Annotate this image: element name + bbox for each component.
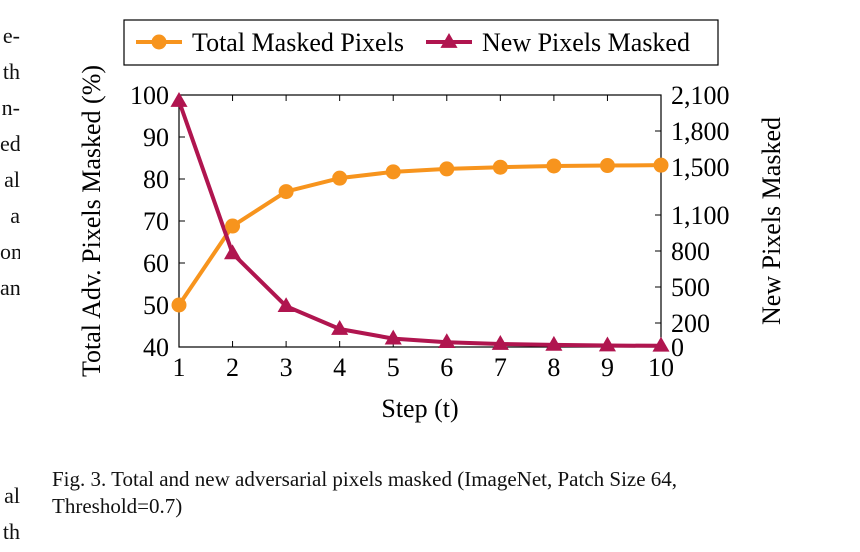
new-pixels-point	[545, 335, 563, 351]
legend-box	[123, 19, 719, 66]
y-tick-label: 100	[130, 81, 169, 110]
legend-marker-circle	[151, 34, 167, 50]
total-masked-point	[225, 218, 241, 234]
y-tick-label: 50	[143, 291, 169, 320]
legend: Total Masked Pixels New Pixels Masked	[123, 19, 719, 66]
new-pixels-point	[438, 333, 456, 349]
y2-tick-label: 500	[671, 273, 710, 302]
total-masked-point	[278, 184, 294, 200]
y2-tick-label: 0	[671, 333, 684, 362]
legend-marker-triangle	[440, 33, 458, 48]
new-pixels-point	[277, 297, 295, 313]
x-tick-label: 7	[494, 353, 507, 382]
margin-fragment-top-2: n-	[1, 95, 20, 120]
margin-fragment-bottom-1: th	[2, 519, 20, 544]
total-masked-point	[171, 297, 187, 313]
plot-frame	[178, 94, 662, 348]
x-tick-label: 6	[440, 353, 453, 382]
new-pixels-point	[384, 329, 402, 345]
legend-label-0: Total Masked Pixels	[192, 28, 404, 57]
total-masked-point	[599, 158, 615, 174]
margin-fragment-top-7: an	[0, 275, 20, 300]
x-tick-label: 4	[333, 353, 346, 382]
series-line-total-masked	[177, 163, 662, 307]
series-markers	[170, 92, 670, 352]
margin-fragment-top-1: th	[2, 59, 20, 84]
y2-axis-label: New Pixels Masked	[757, 117, 786, 325]
y-tick-label: 70	[143, 207, 169, 236]
new-pixels-point	[491, 335, 509, 350]
y-tick-label: 40	[143, 333, 169, 362]
plot-border	[178, 94, 662, 348]
x-axis-label: Step (t)	[381, 394, 458, 423]
figure-caption: Fig. 3. Total and new adversarial pixels…	[52, 467, 678, 518]
y2-tick-label: 2,100	[671, 81, 730, 110]
x-tick-label: 8	[547, 353, 560, 382]
total-masked-point	[439, 161, 455, 177]
x-tick-label: 3	[280, 353, 293, 382]
total-masked-point	[546, 158, 562, 174]
total-masked-point	[653, 157, 669, 173]
y2-tick-label: 800	[671, 237, 710, 266]
margin-fragment-top-3: ed	[0, 131, 20, 156]
y-tick-label: 80	[143, 165, 169, 194]
legend-label-1: New Pixels Masked	[482, 28, 690, 57]
x-tick-label: 9	[601, 353, 614, 382]
total-masked-point	[385, 164, 401, 180]
margin-fragment-top-4: al	[4, 167, 20, 192]
y2-tick-label: 200	[671, 309, 710, 338]
x-tick-label: 1	[173, 353, 186, 382]
total-masked-point	[492, 159, 508, 175]
y-tick-label: 60	[143, 249, 169, 278]
new-pixels-point	[598, 336, 616, 352]
left-margin-text-top: e-th n-ed al a on an	[0, 18, 20, 306]
x-tick-label: 2	[226, 353, 239, 382]
new-pixels-point	[652, 336, 670, 352]
left-margin-text-bottom: al th	[0, 478, 20, 550]
new-pixels-point	[170, 92, 188, 107]
series-lines	[177, 100, 662, 348]
y2-tick-label: 1,100	[671, 201, 730, 230]
y-tick-label: 90	[143, 123, 169, 152]
y-axis-label: Total Adv. Pixels Masked (%)	[77, 65, 106, 377]
x-tick-label: 5	[387, 353, 400, 382]
y2-tick-label: 1,800	[671, 117, 730, 146]
y2-tick-label: 1,500	[671, 153, 730, 182]
margin-fragment-top-5: a	[10, 203, 20, 228]
new-pixels-point	[224, 244, 242, 260]
new-pixels-point	[331, 320, 349, 335]
series-line-new-pixels	[177, 100, 662, 348]
total-masked-point	[332, 170, 348, 186]
margin-fragment-top-6: on	[0, 239, 20, 264]
x-tick-label: 10	[648, 353, 674, 382]
margin-fragment-bottom-0: al	[4, 483, 20, 508]
margin-fragment-top-0: e-	[2, 23, 20, 48]
